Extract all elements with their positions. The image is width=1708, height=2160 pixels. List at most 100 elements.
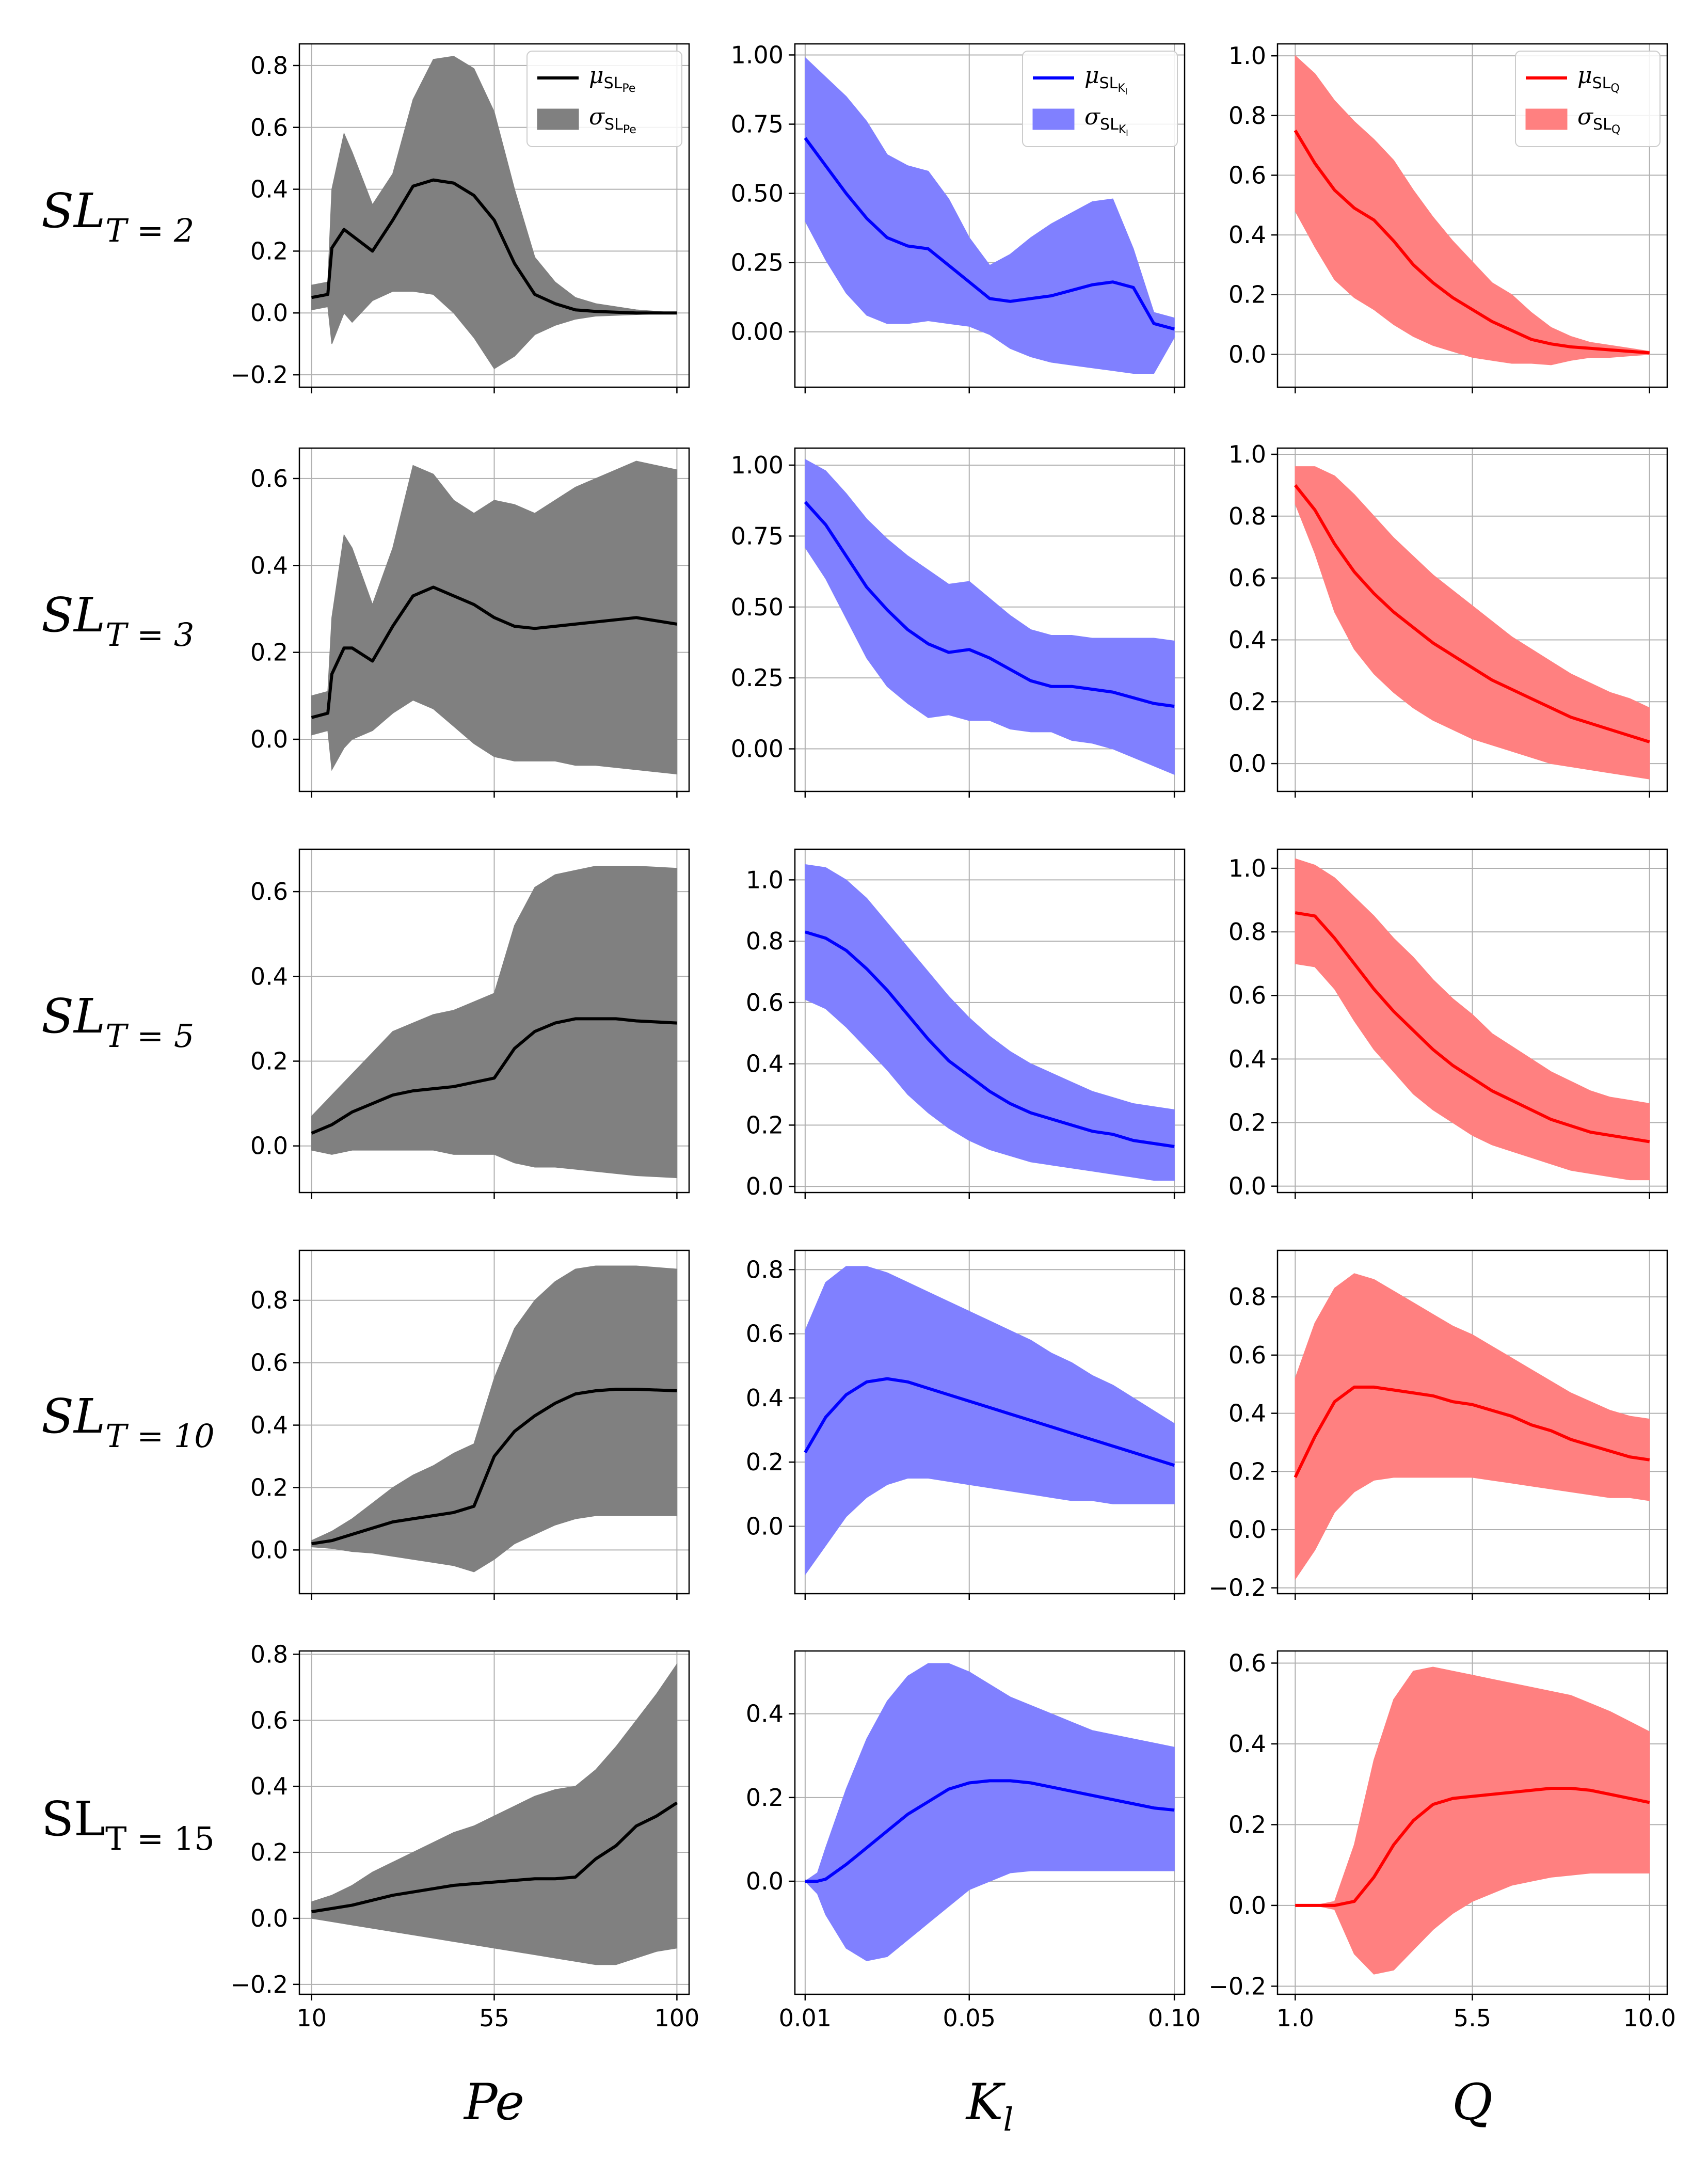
y-tick-label: 0.6 xyxy=(250,1349,288,1377)
y-tick-label: 0.4 xyxy=(250,1411,288,1439)
y-tick-label: 0.8 xyxy=(1228,102,1266,130)
y-tick-label: 0.0 xyxy=(746,1172,784,1200)
legend-sigma-label: σSLKl xyxy=(1084,104,1128,138)
y-tick-label: 0.50 xyxy=(731,180,784,208)
panel-pe-T10: 0.0 0.2 0.4 0.6 0.8 xyxy=(250,1249,690,1600)
y-tick-label: 0.0 xyxy=(746,1512,784,1540)
y-tick-label: −0.2 xyxy=(230,361,288,389)
axes-frame xyxy=(794,1249,1186,1595)
y-tick-label: 0.4 xyxy=(746,1050,784,1078)
y-tick-label: 1.0 xyxy=(1228,854,1266,882)
y-tick-label: 1.00 xyxy=(731,41,784,69)
y-tick-label: 0.2 xyxy=(1228,281,1266,309)
y-tick-label: 0.6 xyxy=(250,878,288,906)
x-tick-label: 1.0 xyxy=(1276,2004,1314,2032)
y-tick-label: 0.25 xyxy=(731,249,784,277)
panel-pe-T2: −0.2 0.0 0.2 0.4 0.6 0.8 xyxy=(230,43,690,393)
mean-line xyxy=(311,585,677,719)
y-tick-label: 0.8 xyxy=(250,52,288,80)
y-tick-label: 0.6 xyxy=(746,989,784,1017)
row-labels: SLT = 2 SLT = 3 SLT = 5 SLT = 10 SLT = 15 xyxy=(41,183,215,1857)
y-tick-label: 0.4 xyxy=(1228,1400,1266,1427)
row-label: SLT = 5 xyxy=(41,989,194,1055)
mean-line xyxy=(1295,1787,1650,1907)
panel-pe-T3: 0.0 0.2 0.4 0.6 xyxy=(250,447,690,798)
y-tick-label: 0.8 xyxy=(1228,918,1266,946)
legend-mean-label: μSLKl xyxy=(1084,62,1127,97)
y-tick-label: 0.0 xyxy=(1228,1172,1266,1200)
axes-frame xyxy=(794,1650,1186,1995)
y-tick-label: 0.4 xyxy=(250,176,288,203)
x-tick-label: 10 xyxy=(296,2004,327,2032)
sigma-band xyxy=(804,1663,1175,1961)
row-label: SLT = 15 xyxy=(41,1791,215,1857)
x-axis-label: Kl xyxy=(965,2073,1014,2138)
x-tick-label: 5.5 xyxy=(1454,2004,1491,2032)
y-tick-label: 1.0 xyxy=(1228,440,1266,468)
x-axis-label: Q xyxy=(1452,2073,1493,2131)
panel-kl-T15: 0.0 0.2 0.4 0.01 0.05 0.10 xyxy=(746,1650,1201,2032)
y-tick-label: 0.6 xyxy=(1228,161,1266,189)
y-tick-label: 0.0 xyxy=(250,725,288,753)
y-tick-label: 0.4 xyxy=(250,962,288,990)
y-tick-label: 0.2 xyxy=(250,237,288,265)
sigma-band xyxy=(805,1266,1175,1576)
x-tick-label: 55 xyxy=(479,2004,509,2032)
y-tick-label: 0.2 xyxy=(250,1838,288,1866)
y-tick-label: 0.6 xyxy=(746,1320,784,1348)
y-tick-label: 0.4 xyxy=(746,1700,784,1728)
y-tick-label: 0.75 xyxy=(731,522,784,550)
y-tick-label: 0.2 xyxy=(250,1473,288,1501)
legend-mean-label: μSLQ xyxy=(1577,62,1620,95)
legend-pe: μSLPe σSLPe xyxy=(526,51,682,147)
panel-pe-T15: −0.2 0.0 0.2 0.4 0.6 0.8 10 55 100 xyxy=(230,1640,699,2032)
axes-frame xyxy=(794,848,1186,1194)
sigma-band xyxy=(1295,55,1650,366)
y-tick-label: 0.4 xyxy=(250,1772,288,1800)
panel-q-T2: 0.0 0.2 0.4 0.6 0.8 1.0 xyxy=(1228,42,1668,393)
row-label: SLT = 10 xyxy=(41,1389,215,1455)
y-tick-label: 0.0 xyxy=(250,1904,288,1932)
y-tick-label: 0.0 xyxy=(250,1536,288,1564)
panel-q-T3: 0.0 0.2 0.4 0.6 0.8 1.0 xyxy=(1228,440,1668,798)
x-tick-label: 100 xyxy=(655,2004,700,2032)
y-tick-label: 0.4 xyxy=(746,1384,784,1412)
legend-q: μSLQ σSLQ xyxy=(1515,51,1661,147)
sigma-band xyxy=(805,57,1175,374)
mean-line xyxy=(805,1779,1175,1883)
y-tick-label: 0.8 xyxy=(250,1287,288,1314)
y-tick-label: 0.6 xyxy=(250,1706,288,1734)
mean-line xyxy=(1294,484,1650,743)
legend-sigma-label: σSLQ xyxy=(1577,104,1620,136)
x-tick-label: 10.0 xyxy=(1623,2004,1675,2032)
panel-kl-T3: 0.00 0.25 0.50 0.75 1.00 xyxy=(731,447,1186,798)
y-tick-label: 0.6 xyxy=(1228,1649,1266,1677)
mean-line xyxy=(1294,130,1650,355)
x-tick-label: 0.10 xyxy=(1148,2004,1201,2032)
mean-line xyxy=(804,501,1175,708)
axes-frame xyxy=(794,447,1186,792)
sigma-band xyxy=(805,864,1175,1181)
y-tick-label: 0.8 xyxy=(1228,502,1266,530)
panel-q-T15: −0.2 0.0 0.2 0.4 0.6 1.0 5.5 10.0 xyxy=(1208,1649,1676,2032)
y-tick-label: 1.00 xyxy=(731,451,784,479)
y-tick-label: 0.4 xyxy=(1228,1045,1266,1073)
y-tick-label: 0.0 xyxy=(250,1132,288,1160)
mean-line xyxy=(1294,1385,1650,1478)
y-tick-label: 0.2 xyxy=(250,639,288,666)
mean-line xyxy=(311,178,677,315)
panel-pe-T5: 0.0 0.2 0.4 0.6 xyxy=(250,848,690,1199)
y-tick-label: 0.2 xyxy=(1228,1109,1266,1137)
x-tick-label: 0.01 xyxy=(779,2004,832,2032)
sigma-band xyxy=(805,458,1175,775)
panel-kl-T10: 0.0 0.2 0.4 0.6 0.8 xyxy=(746,1249,1186,1600)
row-label: SLT = 3 xyxy=(41,587,194,654)
mean-line xyxy=(311,1017,677,1135)
y-tick-label: 0.6 xyxy=(1228,564,1266,592)
sigma-band xyxy=(1295,466,1650,780)
y-tick-label: 0.2 xyxy=(1228,1457,1266,1485)
y-tick-label: 0.4 xyxy=(1228,626,1266,654)
y-tick-label: 0.8 xyxy=(1228,1283,1266,1311)
mean-line xyxy=(804,137,1175,331)
